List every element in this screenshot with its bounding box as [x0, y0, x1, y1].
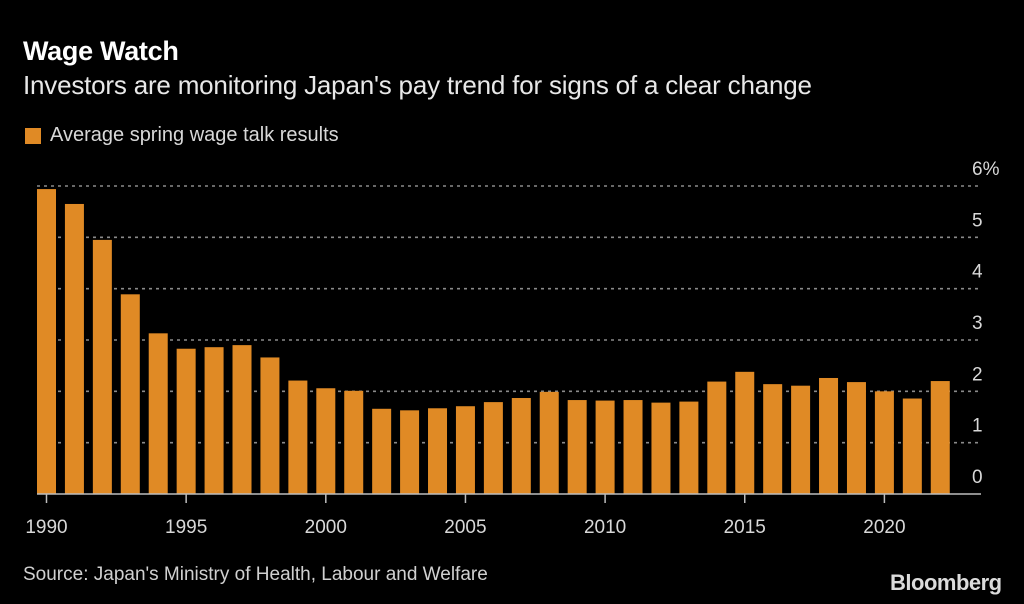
- bar: [64, 203, 84, 494]
- bar: [148, 333, 168, 494]
- bar: [846, 382, 866, 494]
- bar: [623, 400, 643, 494]
- legend-swatch: [25, 127, 41, 144]
- x-tick-label: 2015: [724, 517, 766, 538]
- bar: [232, 345, 252, 494]
- y-tick-label: 1: [972, 416, 983, 437]
- y-tick-label: 3: [972, 313, 983, 334]
- chart-title: Wage Watch: [23, 36, 179, 66]
- x-tick-label: 1990: [25, 517, 67, 538]
- bar: [511, 398, 531, 494]
- source-note: Source: Japan's Ministry of Health, Labo…: [23, 564, 488, 585]
- legend: Average spring wage talk results: [25, 124, 339, 147]
- bar: [204, 347, 224, 494]
- x-tick-label: 2000: [305, 517, 347, 538]
- bar: [372, 408, 392, 494]
- bar: [344, 390, 364, 494]
- bar: [455, 406, 475, 494]
- x-tick-label: 2020: [863, 517, 905, 538]
- bar: [288, 380, 308, 494]
- x-axis-labels: 1990 1995 2000 2005 2010 2015 2020: [25, 517, 905, 538]
- bar: [763, 384, 783, 494]
- bar: [567, 400, 587, 494]
- bar: [120, 294, 140, 494]
- bar: [260, 357, 280, 494]
- bar: [902, 398, 922, 494]
- bar: [483, 402, 503, 494]
- bar: [874, 391, 894, 494]
- bar: [400, 410, 420, 494]
- bar: [735, 371, 755, 494]
- bar: [539, 391, 559, 494]
- bar: [595, 400, 615, 494]
- bar: [92, 239, 112, 494]
- x-axis: [37, 493, 981, 503]
- bar: [679, 401, 699, 494]
- x-tick-label: 2005: [444, 517, 486, 538]
- x-tick-label: 1995: [165, 517, 207, 538]
- y-tick-label: 2: [972, 364, 983, 385]
- bar: [316, 388, 336, 494]
- y-tick-label: 5: [972, 210, 983, 231]
- bar: [819, 377, 839, 494]
- bloomberg-logo: Bloomberg: [890, 570, 1002, 595]
- bar: [428, 408, 448, 494]
- bars: [37, 189, 950, 494]
- legend-label: Average spring wage talk results: [50, 124, 339, 146]
- y-tick-label: 6%: [972, 159, 1000, 180]
- bar: [176, 348, 196, 494]
- bar: [707, 381, 727, 494]
- y-tick-label: 0: [972, 467, 983, 488]
- chart-subtitle: Investors are monitoring Japan's pay tre…: [23, 70, 812, 100]
- y-axis-labels: 0 1 2 3 4 5 6%: [972, 159, 1000, 488]
- y-tick-label: 4: [972, 262, 983, 283]
- bar: [791, 385, 811, 494]
- bar: [37, 189, 56, 494]
- bar: [651, 402, 671, 494]
- x-tick-label: 2010: [584, 517, 626, 538]
- bar: [930, 381, 950, 494]
